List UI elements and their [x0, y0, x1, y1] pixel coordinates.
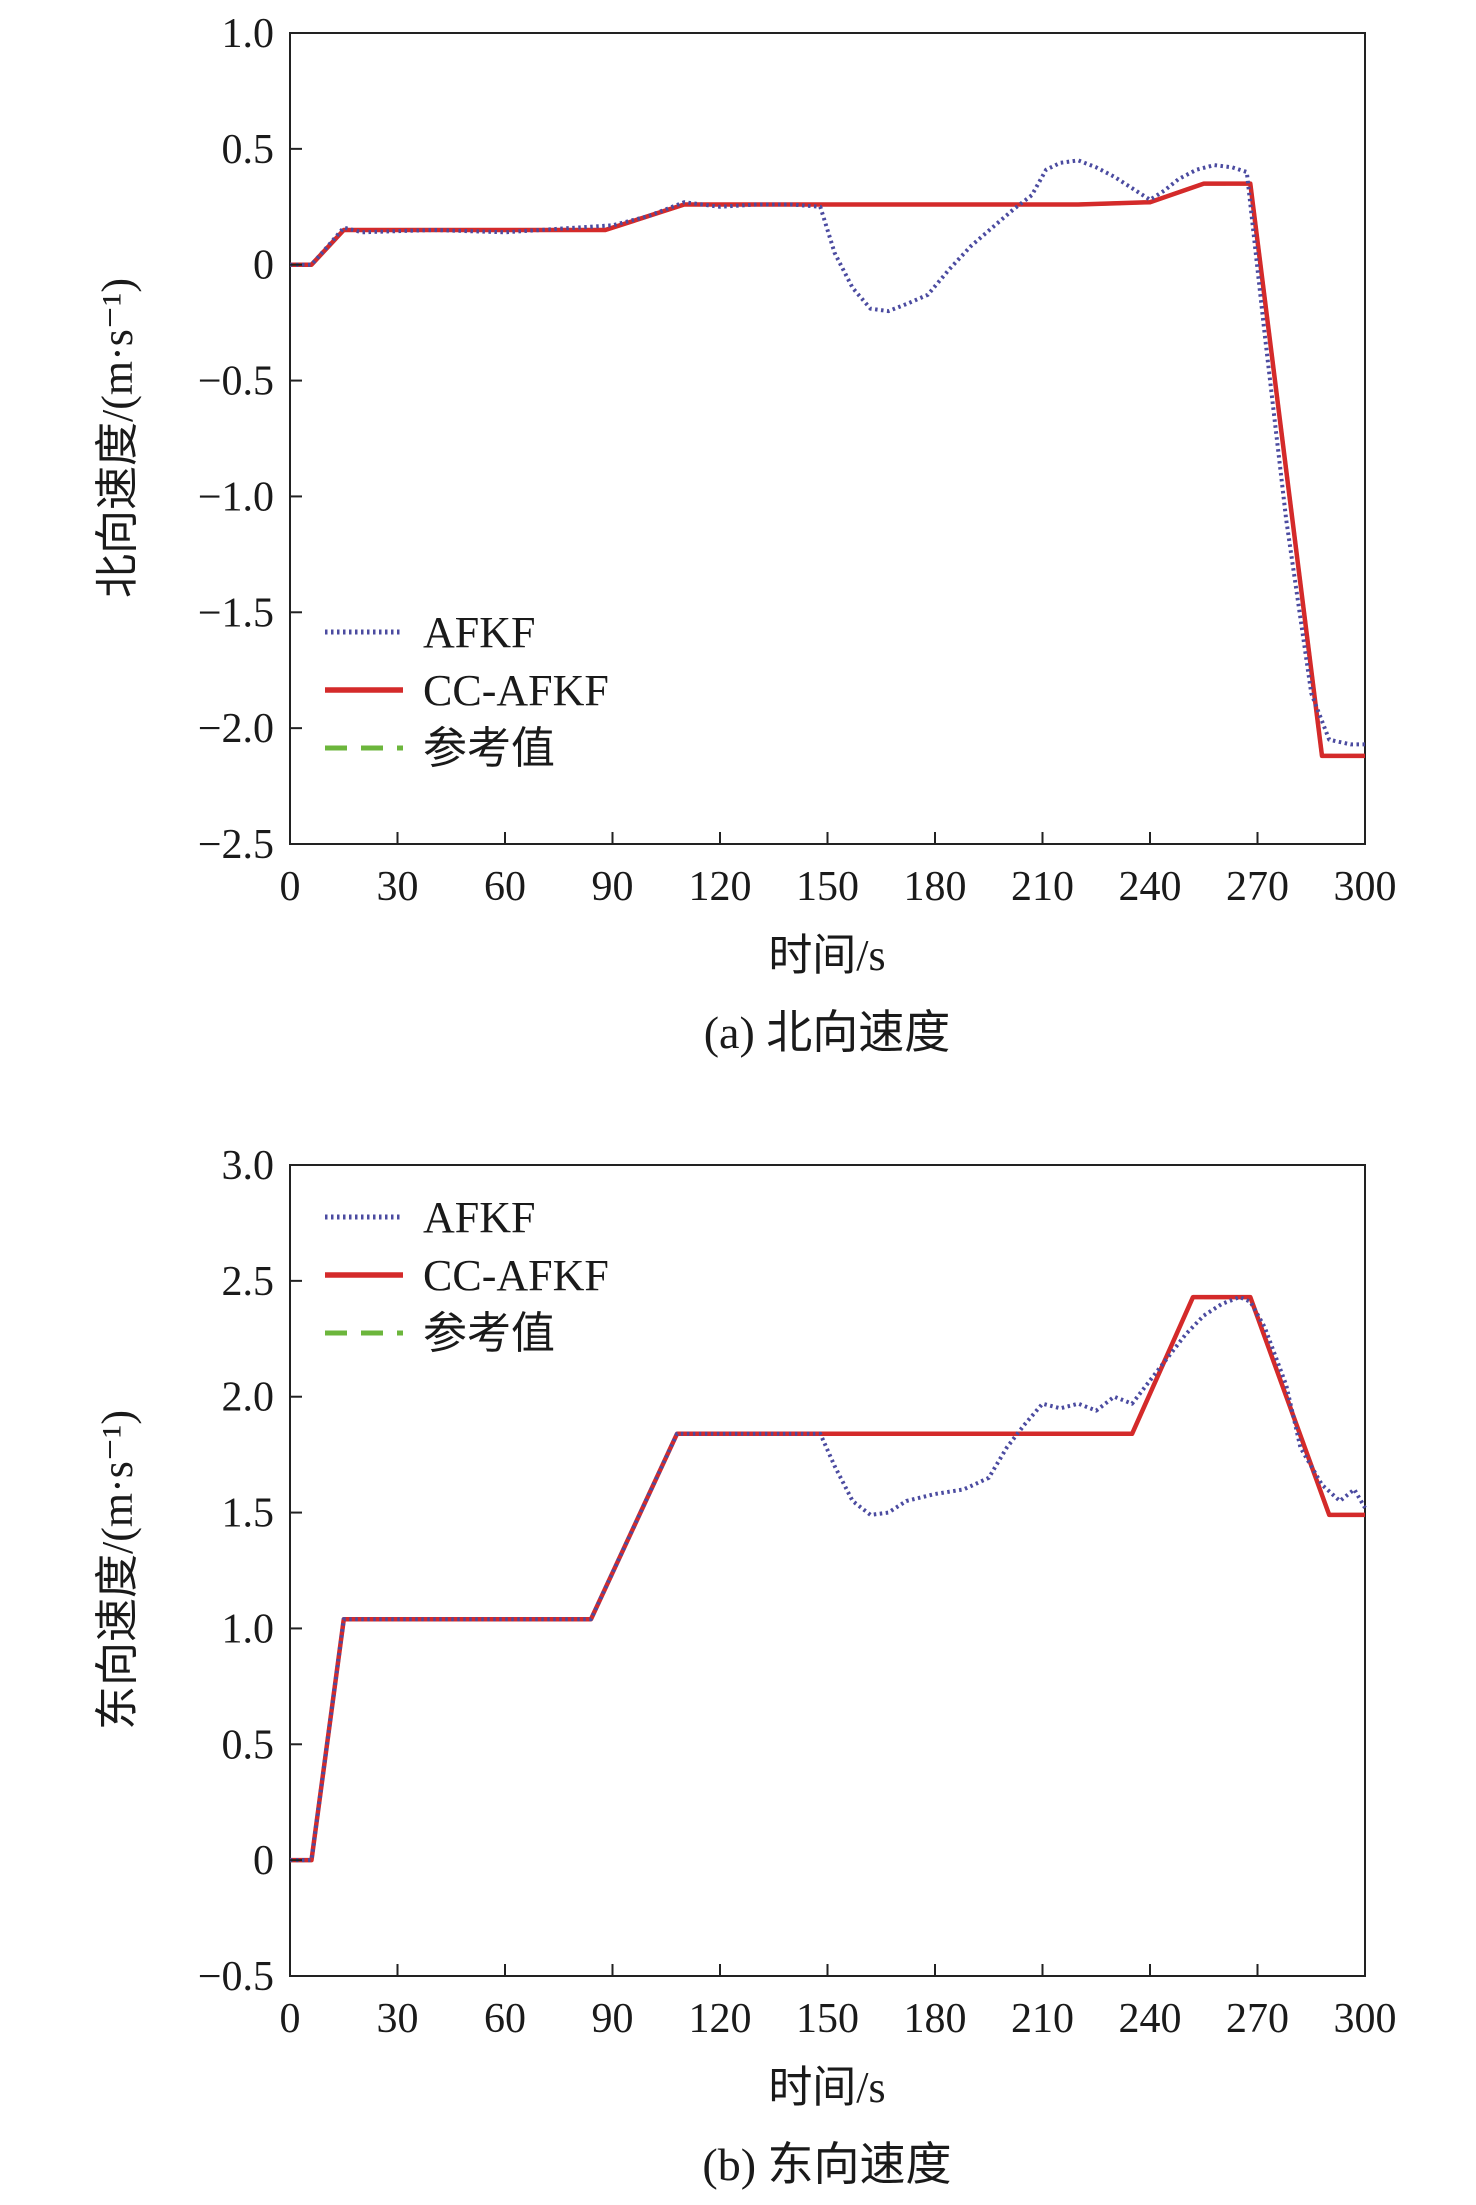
- y-tick-label: −0.5: [198, 1954, 274, 2000]
- axis-ticks: 0 30 60 90 120 150 180 210 240 270 300 3.0 2.5 2.0 1.5…: [198, 1143, 1397, 2042]
- x-tick-label: 60: [484, 864, 526, 910]
- series-line-cc-afkf: [290, 1294, 1365, 1863]
- plot-frame: [289, 32, 1366, 845]
- x-tick-label: 0: [280, 1996, 301, 2042]
- series-line-cc-afkf: [290, 181, 1365, 759]
- x-tick-label: 150: [796, 864, 859, 910]
- x-tick-label: 270: [1226, 1996, 1289, 2042]
- y-tick-label: −2.5: [198, 822, 274, 868]
- x-axis-label: 时间/s: [768, 2063, 885, 2112]
- x-tick-label: 90: [592, 1996, 634, 2042]
- legend-label: AFKF: [423, 1193, 536, 1242]
- y-tick-label: 1.5: [222, 1491, 275, 1537]
- x-axis-label: 时间/s: [768, 931, 885, 980]
- x-tick-label: 240: [1119, 1996, 1182, 2042]
- x-tick-label: 180: [904, 864, 967, 910]
- series-line-reference: [290, 1295, 1365, 1863]
- x-tick-label: 150: [796, 1996, 859, 2042]
- y-tick-label: 0: [253, 1838, 274, 1884]
- x-tick-label: 60: [484, 1996, 526, 2042]
- y-tick-label: 0.5: [222, 127, 275, 173]
- series-line-afkf: [290, 1295, 1367, 1863]
- x-tick-label: 270: [1226, 864, 1289, 910]
- x-tick-label: 180: [904, 1996, 967, 2042]
- y-axis-label: 东向速度/(m·s⁻¹): [93, 1410, 142, 1730]
- legend: AFKF CC-AFKF 参考值: [325, 608, 609, 773]
- y-tick-label: −2.0: [198, 706, 274, 752]
- x-tick-label: 120: [689, 1996, 752, 2042]
- axis-ticks: 0 30 60 90 120 150 180 210 240 270 300 1.0 0.5 0 −0.5 −…: [198, 11, 1397, 910]
- x-tick-label: 210: [1011, 864, 1074, 910]
- legend: AFKF CC-AFKF 参考值: [325, 1193, 609, 1358]
- y-tick-label: 1.0: [222, 11, 275, 57]
- chart-caption: (b) 东向速度: [702, 2139, 951, 2190]
- legend-label: AFKF: [423, 608, 536, 657]
- x-tick-label: 300: [1334, 1996, 1397, 2042]
- x-tick-label: 210: [1011, 1996, 1074, 2042]
- legend-label: 参考值: [423, 724, 555, 773]
- y-tick-label: 1.0: [222, 1606, 275, 1652]
- y-tick-label: 0.5: [222, 1722, 275, 1768]
- series-lines: [290, 158, 1365, 759]
- y-tick-label: −1.5: [198, 590, 274, 636]
- chart-caption: (a) 北向速度: [704, 1007, 951, 1058]
- legend-label: 参考值: [423, 1309, 555, 1358]
- y-tick-label: −0.5: [198, 359, 274, 405]
- x-tick-label: 300: [1334, 864, 1397, 910]
- x-tick-label: 30: [377, 864, 419, 910]
- x-tick-label: 120: [689, 864, 752, 910]
- y-tick-label: −1.0: [198, 474, 274, 520]
- y-tick-label: 0: [253, 243, 274, 289]
- y-tick-label: 2.5: [222, 1259, 275, 1305]
- series-lines: [290, 1294, 1367, 1863]
- y-axis-label: 北向速度/(m·s⁻¹): [93, 278, 142, 598]
- legend-label: CC-AFKF: [423, 666, 609, 715]
- chart-north-velocity: 0 30 60 90 120 150 180 210 240 270 300 1.0 0.5 0 −0.5 −…: [93, 11, 1397, 1058]
- chart-east-velocity: 0 30 60 90 120 150 180 210 240 270 300 3.0 2.5 2.0 1.5…: [93, 1143, 1397, 2190]
- y-tick-label: 3.0: [222, 1143, 275, 1189]
- x-tick-label: 0: [280, 864, 301, 910]
- x-tick-label: 90: [592, 864, 634, 910]
- y-tick-label: 2.0: [222, 1375, 275, 1421]
- series-line-afkf: [290, 158, 1365, 747]
- legend-label: CC-AFKF: [423, 1251, 609, 1300]
- x-tick-label: 30: [377, 1996, 419, 2042]
- x-tick-label: 240: [1119, 864, 1182, 910]
